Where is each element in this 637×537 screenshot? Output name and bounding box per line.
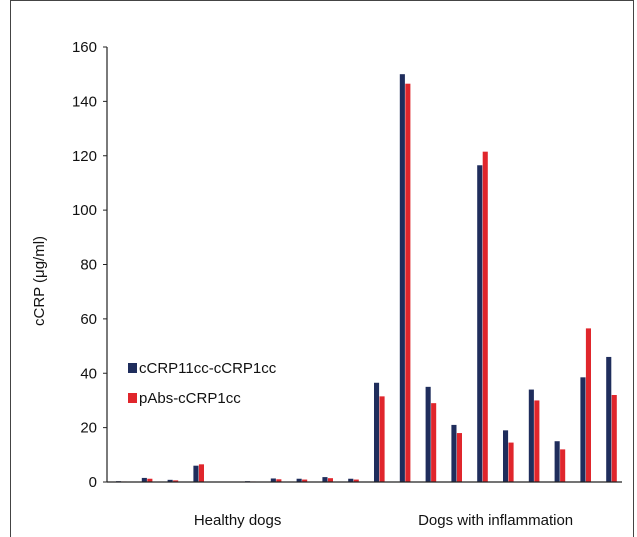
bar-series2 bbox=[456, 433, 462, 482]
bar-series1 bbox=[374, 382, 380, 482]
bar-series1 bbox=[503, 430, 509, 482]
y-axis-label: cCRP (μg/ml) bbox=[31, 236, 48, 326]
bar-series2 bbox=[611, 395, 617, 482]
y-tick-label: 120 bbox=[72, 148, 97, 165]
bar-series2 bbox=[534, 400, 540, 482]
bar-series2 bbox=[198, 464, 204, 482]
bar-series1 bbox=[167, 479, 173, 482]
y-tick-label: 0 bbox=[89, 474, 97, 491]
bar-series2 bbox=[302, 479, 308, 482]
legend-swatch bbox=[128, 363, 137, 373]
bar-series1 bbox=[528, 389, 534, 482]
bar-series2 bbox=[173, 480, 179, 482]
bar-series1 bbox=[193, 465, 199, 482]
bars bbox=[116, 74, 617, 483]
y-tick-label: 100 bbox=[72, 202, 97, 219]
bar-series2 bbox=[560, 449, 566, 482]
bar-series2 bbox=[585, 328, 591, 482]
bar-series1 bbox=[554, 441, 560, 482]
group-label: Healthy dogs bbox=[194, 512, 282, 529]
bar-series2 bbox=[327, 478, 333, 482]
bar-series2 bbox=[353, 479, 359, 482]
bar-series1 bbox=[296, 478, 302, 482]
bar-series1 bbox=[580, 377, 586, 482]
bar-series2 bbox=[431, 403, 437, 482]
group-label: Dogs with inflammation bbox=[418, 512, 573, 529]
y-tick-label: 20 bbox=[80, 420, 97, 437]
legend-swatch bbox=[128, 393, 137, 403]
bar-series1 bbox=[477, 165, 483, 482]
y-axis: 0 20 40 60 80 100 120 140 160 bbox=[72, 39, 108, 491]
bar-series2 bbox=[508, 442, 514, 482]
legend: cCRP11cc-cCRP1cc pAbs-cCRP1cc bbox=[128, 360, 277, 407]
bar-series2 bbox=[147, 478, 153, 482]
y-tick-label: 160 bbox=[72, 39, 97, 56]
bar-series1 bbox=[348, 478, 354, 482]
y-tick-label: 140 bbox=[72, 93, 97, 110]
bar-series1 bbox=[425, 386, 431, 482]
bar-series2 bbox=[482, 151, 488, 482]
group-labels: Healthy dogs Dogs with inflammation bbox=[194, 512, 573, 529]
bar-series2 bbox=[379, 396, 385, 482]
legend-label: pAbs-cCRP1cc bbox=[139, 390, 241, 407]
bar-series1 bbox=[399, 74, 405, 482]
chart-frame bbox=[10, 0, 634, 537]
bar-series1 bbox=[141, 477, 147, 482]
y-tick-label: 80 bbox=[80, 257, 97, 274]
y-tick-label: 40 bbox=[80, 365, 97, 382]
legend-label: cCRP11cc-cCRP1cc bbox=[139, 360, 277, 377]
bar-series1 bbox=[322, 477, 328, 482]
y-tick-label: 60 bbox=[80, 311, 97, 328]
bar-series1 bbox=[270, 478, 276, 482]
bar-series1 bbox=[606, 356, 612, 482]
bar-series2 bbox=[405, 83, 411, 482]
bar-series2 bbox=[276, 479, 282, 482]
bar-series1 bbox=[451, 424, 457, 482]
